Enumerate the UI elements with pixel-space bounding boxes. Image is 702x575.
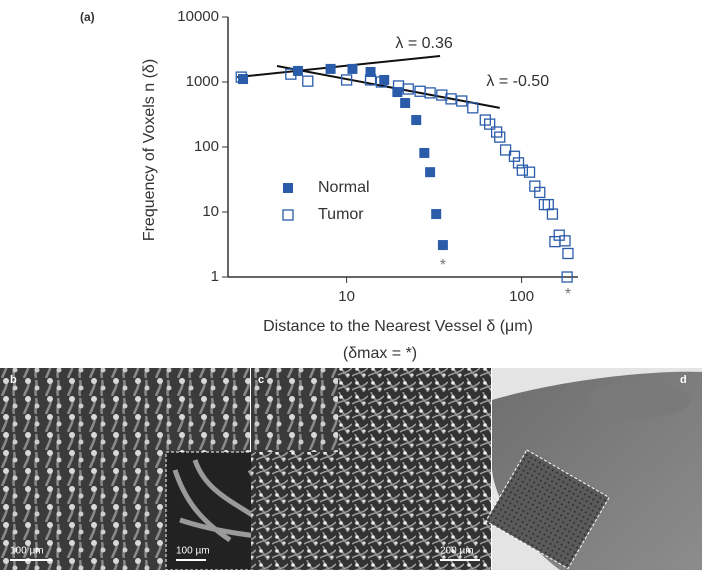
scale-bar-label: 100 µm xyxy=(10,546,44,557)
y-tick-label: 1000 xyxy=(186,73,219,90)
data-point xyxy=(467,102,479,114)
data-point xyxy=(484,118,496,130)
panel-label: (a) xyxy=(80,10,95,24)
data-point xyxy=(235,71,247,83)
data-point xyxy=(365,67,376,78)
data-point xyxy=(292,65,303,76)
data-point xyxy=(456,95,468,107)
fit-label: λ = 0.36 xyxy=(395,35,452,52)
data-point xyxy=(375,76,388,88)
data-point xyxy=(561,271,573,283)
scale-bar-label: 200 µm xyxy=(440,546,474,557)
y-tick-label: 10 xyxy=(202,203,219,220)
data-point xyxy=(549,235,561,248)
data-point xyxy=(512,157,525,169)
data-point xyxy=(392,87,403,98)
data-point xyxy=(411,115,422,126)
micrograph-d: d xyxy=(485,368,702,570)
y-tick-label: 100 xyxy=(194,138,219,155)
data-point xyxy=(419,147,430,158)
data-point xyxy=(347,63,358,74)
data-point xyxy=(238,74,249,85)
data-point xyxy=(302,75,314,87)
data-point xyxy=(445,93,457,105)
data-point xyxy=(431,209,442,220)
data-point xyxy=(516,164,529,176)
x-axis-note: (δmax = *) xyxy=(343,345,417,362)
x-tick-label: 100 xyxy=(509,288,534,305)
data-point xyxy=(364,74,377,86)
data-point xyxy=(499,144,512,156)
legend-marker xyxy=(282,209,294,221)
data-point xyxy=(436,89,448,101)
data-point xyxy=(425,167,436,178)
delta-max-marker: * xyxy=(440,257,446,274)
data-point xyxy=(402,83,414,95)
data-point xyxy=(400,98,411,109)
image-label: d xyxy=(680,374,687,386)
legend-marker xyxy=(283,183,293,193)
legend-label: Normal xyxy=(318,179,370,196)
x-tick-label: 10 xyxy=(338,288,355,305)
data-point xyxy=(285,68,297,80)
fit-label: λ = -0.50 xyxy=(486,73,549,90)
data-point xyxy=(494,131,506,143)
fit-line xyxy=(237,55,441,79)
data-point xyxy=(325,63,336,74)
data-point xyxy=(559,235,571,247)
y-tick-label: 1 xyxy=(211,268,219,285)
data-point xyxy=(340,74,353,86)
delta-max-marker: * xyxy=(565,286,571,303)
data-point xyxy=(379,74,390,85)
fit-line xyxy=(276,65,500,109)
data-point xyxy=(542,198,554,211)
data-point xyxy=(523,166,536,178)
legend-label: Tumor xyxy=(318,206,364,223)
image-label: b xyxy=(10,374,17,386)
data-point xyxy=(534,186,546,199)
y-tick-label: 10000 xyxy=(177,8,219,25)
data-point xyxy=(562,247,574,260)
data-point xyxy=(538,198,551,211)
inset-scale-bar-label: 100 µm xyxy=(176,546,210,557)
data-point xyxy=(437,240,448,251)
data-point xyxy=(424,87,436,99)
x-axis-label: Distance to the Nearest Vessel δ (μm) xyxy=(263,318,533,335)
data-point xyxy=(546,208,559,220)
micrograph-c: c 200 µm xyxy=(251,368,491,570)
y-axis-label: Frequency of Voxels n (δ) xyxy=(141,59,158,241)
data-point xyxy=(553,229,565,241)
image-label: c xyxy=(258,374,264,386)
data-point xyxy=(508,150,521,162)
